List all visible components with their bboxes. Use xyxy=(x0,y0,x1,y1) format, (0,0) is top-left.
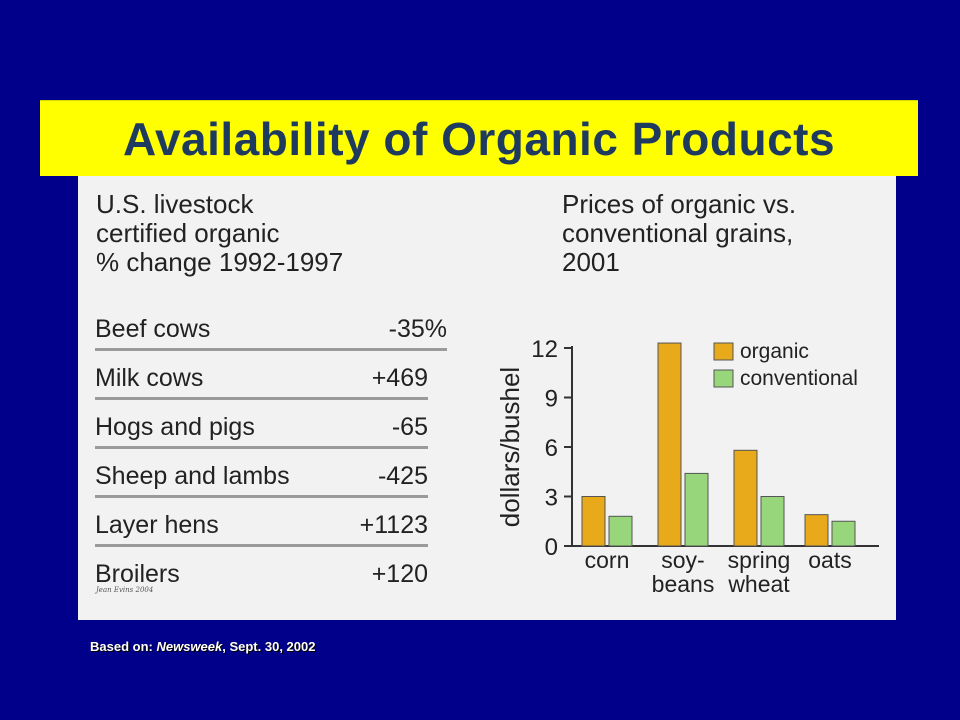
livestock-value: +1123 xyxy=(359,511,428,539)
y-axis-label: dollars/bushel xyxy=(495,367,525,527)
y-tick-label: 0 xyxy=(545,534,558,561)
page-title: Availability of Organic Products xyxy=(122,112,836,165)
livestock-row: Beef cows -35% xyxy=(95,312,447,351)
livestock-heading-line: % change 1992-1997 xyxy=(96,247,344,277)
footnote-date: , Sept. 30, 2002 xyxy=(222,639,316,654)
livestock-name: Sheep and lambs xyxy=(95,462,290,490)
livestock-row: Hogs and pigs -65 xyxy=(95,410,428,449)
x-tick-label: beans xyxy=(652,571,715,597)
livestock-value: +469 xyxy=(371,364,428,392)
legend-label: organic xyxy=(740,340,809,363)
x-tick-label: wheat xyxy=(727,571,790,597)
x-tick-label: spring xyxy=(728,547,791,573)
footnote-prefix: Based on: xyxy=(90,639,153,654)
organic-bar xyxy=(733,449,758,547)
livestock-row: Broilers +120 xyxy=(95,557,428,593)
legend-label: conventional xyxy=(740,367,858,390)
organic-bar xyxy=(657,342,682,547)
grains-heading: Prices of organic vs. conventional grain… xyxy=(562,190,882,277)
conventional-bar xyxy=(684,472,709,547)
x-tick-label: soy- xyxy=(661,547,704,573)
livestock-row: Layer hens +1123 xyxy=(95,508,428,547)
livestock-heading: U.S. livestock certified organic % chang… xyxy=(96,190,476,277)
livestock-heading-line: U.S. livestock xyxy=(96,189,254,219)
livestock-name: Milk cows xyxy=(95,364,204,392)
livestock-name: Layer hens xyxy=(95,511,219,539)
livestock-row: Milk cows +469 xyxy=(95,361,428,400)
footnote-source: Newsweek xyxy=(156,639,223,654)
x-tick-label: oats xyxy=(808,547,851,573)
artist-credit: Jean Evins 2004 xyxy=(96,586,154,594)
livestock-value: -35% xyxy=(388,315,447,343)
livestock-name: Broilers xyxy=(95,560,180,588)
x-tick-label: corn xyxy=(585,547,630,573)
grains-heading-line: 2001 xyxy=(562,247,620,277)
grains-heading-line: conventional grains, xyxy=(562,218,794,248)
content-panel: U.S. livestock certified organic % chang… xyxy=(78,176,896,620)
y-tick-label: 9 xyxy=(545,386,558,413)
y-tick-label: 6 xyxy=(545,435,558,462)
legend-swatch xyxy=(713,369,734,388)
livestock-row: Sheep and lambs -425 xyxy=(95,459,428,498)
legend-swatch xyxy=(713,342,734,361)
y-tick-label: 12 xyxy=(531,336,558,363)
livestock-value: -425 xyxy=(377,462,428,490)
organic-bar xyxy=(804,514,829,547)
grains-heading-line: Prices of organic vs. xyxy=(562,189,797,219)
conventional-bar xyxy=(831,520,856,547)
y-tick-label: 3 xyxy=(545,485,558,512)
source-footnote: Based on: Newsweek, Sept. 30, 2002 xyxy=(90,639,315,654)
livestock-value: +120 xyxy=(371,560,428,588)
livestock-name: Beef cows xyxy=(95,315,211,343)
organic-bar xyxy=(581,496,606,547)
livestock-value: -65 xyxy=(391,413,428,441)
title-banner: Availability of Organic Products xyxy=(40,100,918,176)
conventional-bar xyxy=(760,496,785,547)
livestock-heading-line: certified organic xyxy=(96,218,280,248)
livestock-name: Hogs and pigs xyxy=(95,413,255,441)
conventional-bar xyxy=(608,515,633,547)
